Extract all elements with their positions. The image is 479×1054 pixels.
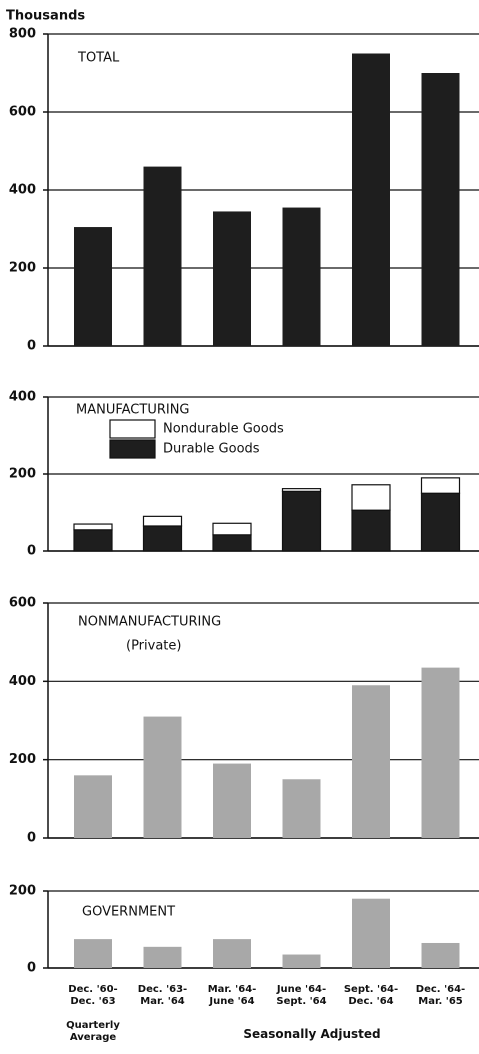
y-tick-label: 400 xyxy=(9,674,36,689)
bar xyxy=(421,667,460,838)
y-tick-label: 400 xyxy=(9,183,36,198)
y-tick-label: 0 xyxy=(27,544,36,559)
bar xyxy=(74,939,112,968)
bar xyxy=(143,946,182,968)
note: Quarterly Average xyxy=(66,1020,120,1043)
bar xyxy=(282,779,321,838)
bar-segment xyxy=(73,529,113,552)
y-tick-label: 200 xyxy=(9,467,36,482)
y-tick-label: 0 xyxy=(27,831,36,846)
bar-segment xyxy=(351,484,391,511)
y-axis-label: Thousands xyxy=(6,9,85,24)
panel-title: TOTAL xyxy=(77,51,120,66)
bar xyxy=(352,685,390,838)
panel-title: NONMANUFACTURING xyxy=(78,615,221,630)
legend-swatch xyxy=(109,439,156,459)
bar xyxy=(74,227,112,346)
legend-swatch xyxy=(109,419,156,439)
x-tick-label: June '64- Sept. '64 xyxy=(276,984,327,1007)
bar xyxy=(352,898,390,968)
y-tick-label: 800 xyxy=(9,27,36,42)
y-tick-label: 200 xyxy=(9,752,36,767)
panel-subtitle: (Private) xyxy=(126,639,181,654)
y-tick-label: 0 xyxy=(27,339,36,354)
bar xyxy=(352,53,390,346)
x-tick-label: Dec. '63- Mar. '64 xyxy=(137,984,188,1007)
y-tick-label: 200 xyxy=(9,261,36,276)
bar-segment xyxy=(351,509,391,552)
bar-segment xyxy=(420,477,461,494)
y-tick-label: 600 xyxy=(9,596,36,611)
panel-title: GOVERNMENT xyxy=(82,905,175,920)
note: Seasonally Adjusted xyxy=(243,1027,381,1041)
bar xyxy=(213,763,251,838)
bar-segment xyxy=(142,515,183,527)
bar xyxy=(213,211,251,346)
panel-title: MANUFACTURING xyxy=(76,403,190,418)
bar xyxy=(143,716,182,838)
bar-segment xyxy=(420,492,461,552)
bar-segment xyxy=(281,488,322,492)
x-tick-label: Sept. '64- Dec. '64 xyxy=(343,984,399,1007)
x-tick-label: Dec. '64- Mar. '65 xyxy=(415,984,466,1007)
bar xyxy=(282,207,321,346)
bar-segment xyxy=(212,522,252,536)
y-tick-label: 0 xyxy=(27,961,36,976)
legend-label: Nondurable Goods xyxy=(163,422,284,437)
bar xyxy=(143,166,182,346)
x-tick-label: Dec. '60- Dec. '63 xyxy=(68,984,118,1007)
legend-label: Durable Goods xyxy=(163,442,260,457)
y-tick-label: 600 xyxy=(9,105,36,120)
y-tick-label: 400 xyxy=(9,390,36,405)
bar-segment xyxy=(142,525,183,552)
bar xyxy=(213,939,251,968)
x-tick-label: Mar. '64- June '64 xyxy=(207,984,257,1007)
bar xyxy=(421,73,460,346)
bar xyxy=(74,775,112,838)
bar-segment xyxy=(212,534,252,552)
bar-segment xyxy=(281,490,322,552)
y-tick-label: 200 xyxy=(9,884,36,899)
bar-segment xyxy=(73,523,113,531)
bar xyxy=(421,942,460,968)
bar xyxy=(282,954,321,968)
